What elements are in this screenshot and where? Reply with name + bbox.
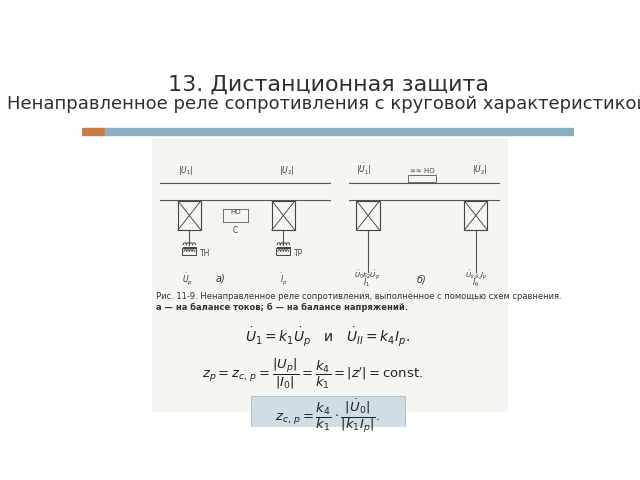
Text: C: C bbox=[233, 227, 238, 235]
Text: $z_p = z_{c,\,p} = \dfrac{|U_p|}{|I_0|} = \dfrac{k_4}{k_1} = |z^{\prime}| = \mat: $z_p = z_{c,\,p} = \dfrac{|U_p|}{|I_0|} … bbox=[202, 357, 423, 392]
Text: а): а) bbox=[215, 274, 225, 284]
Bar bbox=[272, 201, 295, 230]
Bar bbox=[251, 396, 405, 436]
Text: $\dot{U}_0 k_2\dot{U}_p$: $\dot{U}_0 k_2\dot{U}_p$ bbox=[353, 269, 380, 283]
Text: ≈≈ НО: ≈≈ НО bbox=[410, 168, 435, 174]
Text: $I_{\rm б}$: $I_{\rm б}$ bbox=[472, 276, 479, 289]
Bar bbox=[464, 201, 488, 230]
Text: ТН: ТН bbox=[200, 249, 211, 258]
Bar bbox=[182, 248, 196, 255]
Text: НО: НО bbox=[230, 209, 241, 216]
Text: $I_1$: $I_1$ bbox=[363, 276, 370, 289]
Text: Ненаправленное реле сопротивления с круговой характеристикой: Ненаправленное реле сопротивления с круг… bbox=[8, 95, 640, 113]
Bar bbox=[178, 201, 201, 230]
Text: $|U_1|$: $|U_1|$ bbox=[178, 164, 193, 177]
Text: б): б) bbox=[417, 275, 427, 285]
Text: $\dot{U}_1 = k_1\dot{U}_p\quad\mathrm{и}\quad \dot{U}_{II} = k_4 I_p.$: $\dot{U}_1 = k_1\dot{U}_p\quad\mathrm{и}… bbox=[246, 325, 410, 348]
Text: $\dot{U}_p$: $\dot{U}_p$ bbox=[182, 271, 193, 287]
Text: $\dot{U}_{k_2 k_4} I_p$: $\dot{U}_{k_2 k_4} I_p$ bbox=[465, 269, 487, 283]
Bar bbox=[152, 138, 508, 412]
Text: Рис. 11-9. Ненаправленное реле сопротивления, выполненное с помощью схем сравнен: Рис. 11-9. Ненаправленное реле сопротивл… bbox=[156, 292, 562, 301]
Bar bbox=[105, 128, 575, 134]
Text: ТР: ТР bbox=[294, 249, 303, 258]
Bar bbox=[223, 209, 248, 222]
Text: $|\dot{U}_2|$: $|\dot{U}_2|$ bbox=[472, 161, 488, 177]
Text: а — на балансе токов; б — на балансе напряжений.: а — на балансе токов; б — на балансе нап… bbox=[156, 302, 408, 312]
Bar bbox=[82, 128, 105, 134]
Text: $|U_2|$: $|U_2|$ bbox=[280, 164, 295, 177]
Text: 13. Дистанционная защита: 13. Дистанционная защита bbox=[168, 74, 488, 95]
Bar bbox=[408, 175, 436, 181]
Text: $z_{c,\,p} = \dfrac{k_4}{k_1} \cdot \dfrac{|\dot{U}_0|}{|k_1 I_p|}.$: $z_{c,\,p} = \dfrac{k_4}{k_1} \cdot \dfr… bbox=[275, 397, 381, 434]
Bar bbox=[356, 201, 380, 230]
Bar bbox=[276, 248, 291, 255]
Text: $|\dot{U}_1|$: $|\dot{U}_1|$ bbox=[356, 161, 372, 177]
Text: $\dot{I}_p$: $\dot{I}_p$ bbox=[280, 271, 287, 287]
